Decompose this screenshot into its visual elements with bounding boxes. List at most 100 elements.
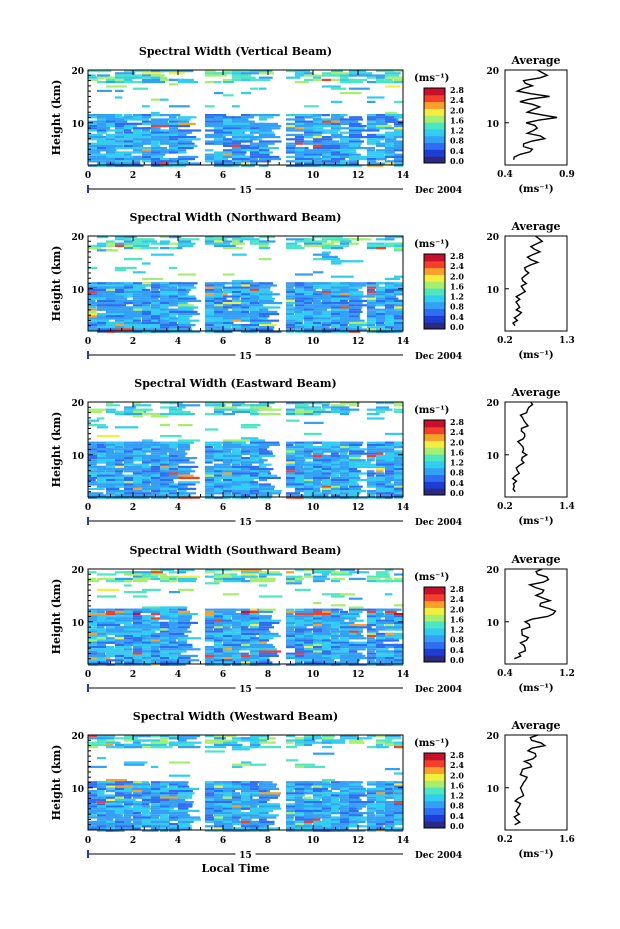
heatmap-cell xyxy=(178,136,197,139)
heatmap-cell xyxy=(88,621,97,624)
heatmap-cell xyxy=(286,632,304,635)
heatmap-cell xyxy=(304,446,318,449)
heatmap-cell xyxy=(295,273,313,276)
heatmap-cell xyxy=(286,443,294,446)
heatmap-cell xyxy=(88,76,105,79)
heatmap-cell xyxy=(322,402,330,405)
heatmap-cell xyxy=(349,814,363,817)
heatmap-cell xyxy=(250,490,263,493)
heatmap-cell xyxy=(142,648,160,651)
heatmap-cell xyxy=(151,474,166,477)
colorbar-swatch xyxy=(424,607,445,615)
heatmap-cell xyxy=(205,657,218,660)
heatmap-cell xyxy=(385,302,396,305)
heatmap-cell xyxy=(160,424,170,427)
heatmap-cell xyxy=(322,820,334,823)
heatmap-cell xyxy=(394,321,403,324)
heatmap-cell xyxy=(205,461,213,464)
heatmap-cell xyxy=(394,654,403,657)
heatmap-cell xyxy=(295,72,309,75)
heatmap-cell xyxy=(367,801,375,804)
heatmap-cell xyxy=(133,494,146,497)
heatmap-cell xyxy=(304,619,315,622)
heatmap-cell xyxy=(349,127,365,130)
heatmap-cell xyxy=(223,490,238,493)
heatmap-cell xyxy=(205,637,218,640)
colorbar-frame xyxy=(423,586,446,663)
heatmap-cell xyxy=(394,823,403,826)
heatmap-cell xyxy=(160,483,175,486)
heatmap-cell xyxy=(142,304,151,307)
heatmap-cell xyxy=(349,816,369,819)
heatmap-cell xyxy=(142,472,159,475)
heatmap-cell xyxy=(214,816,229,819)
heatmap-cell xyxy=(322,255,338,258)
heatmap-cell xyxy=(304,454,319,457)
heatmap-cell xyxy=(205,120,224,123)
heatmap-cell xyxy=(313,326,324,329)
heatmap-cell xyxy=(115,580,128,583)
heatmap-cell xyxy=(214,641,222,644)
heatmap-cell xyxy=(331,70,343,73)
heatmap-cell xyxy=(160,78,173,81)
heatmap-cell xyxy=(259,818,267,821)
heatmap-cell xyxy=(133,637,146,640)
x-tick-label: 10 xyxy=(307,337,320,347)
heatmap-cell xyxy=(115,820,131,823)
heatmap-cell xyxy=(169,310,187,313)
heatmap-cell xyxy=(367,657,383,660)
heatmap-cell xyxy=(340,648,358,651)
heatmap-cell xyxy=(142,787,153,790)
heatmap-cell xyxy=(331,87,347,90)
heatmap-cell xyxy=(124,70,135,73)
heatmap-cell xyxy=(313,641,336,644)
heatmap-cell xyxy=(151,792,165,795)
heatmap-cell xyxy=(241,479,255,482)
heatmap-cell xyxy=(232,619,249,622)
x-tick-label: 12 xyxy=(352,670,365,680)
heatmap-cell xyxy=(331,136,350,139)
heatmap-cell xyxy=(97,244,108,247)
heatmap-cell xyxy=(295,162,303,165)
heatmap-cell xyxy=(376,823,387,826)
heatmap-cell xyxy=(313,602,322,605)
y-axis-label: Height (km) xyxy=(50,579,63,655)
heatmap-cell xyxy=(322,610,333,613)
heatmap-cell xyxy=(88,624,104,627)
heatmap-cell xyxy=(250,136,266,139)
colorbar-tick-label: 2.0 xyxy=(450,437,464,447)
heatmap-cell xyxy=(214,288,222,291)
heatmap-cell xyxy=(340,593,355,596)
heatmap-cell xyxy=(97,818,112,821)
heatmap-cell xyxy=(286,244,302,247)
heatmap-cell xyxy=(331,741,346,744)
heatmap-cell xyxy=(394,796,403,799)
heatmap-cell xyxy=(232,820,247,823)
heatmap-cell xyxy=(178,735,201,738)
heatmap-cell xyxy=(115,288,126,291)
heatmap-cell xyxy=(331,293,344,296)
heatmap-cell xyxy=(259,487,274,490)
colorbar-frame xyxy=(423,87,446,164)
heatmap-cell xyxy=(322,304,334,307)
heatmap-cell xyxy=(142,781,150,784)
heatmap-cell xyxy=(223,443,234,446)
heatmap-cell xyxy=(349,794,370,797)
heatmap-cell xyxy=(385,136,399,139)
heatmap-cell xyxy=(124,646,132,649)
heatmap-cell xyxy=(367,306,375,309)
heatmap-cell xyxy=(394,275,403,278)
heatmap-cell xyxy=(124,657,140,660)
heatmap-cell xyxy=(232,661,243,664)
heatmap-cell xyxy=(259,798,270,801)
heatmap-cell xyxy=(178,313,200,316)
heatmap-cell xyxy=(313,613,330,616)
heatmap-cell xyxy=(376,479,389,482)
heatmap-cell xyxy=(115,654,130,657)
heatmap-cell xyxy=(115,481,126,484)
heatmap-cell xyxy=(97,131,107,134)
heatmap-cell xyxy=(259,306,281,309)
heatmap-cell xyxy=(88,820,98,823)
heatmap-cell xyxy=(133,448,150,451)
heatmap-cell xyxy=(322,286,335,289)
